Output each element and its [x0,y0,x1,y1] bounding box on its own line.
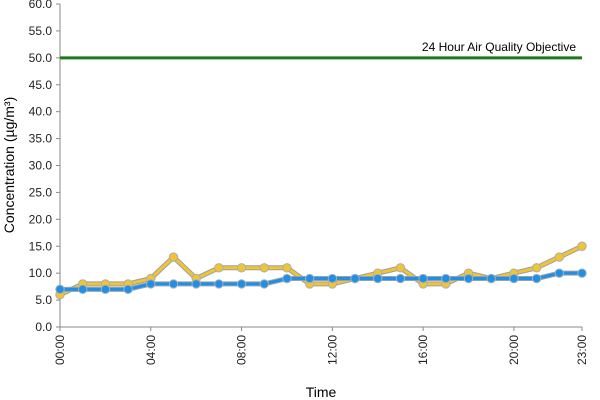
data-point [418,273,428,284]
y-tick-label: 30.0 [29,159,53,173]
data-point [236,279,247,289]
x-tick-label: 23:00 [575,335,589,365]
data-point [441,273,451,284]
data-point [191,279,201,289]
data-point [77,284,88,295]
series-group [55,241,587,300]
data-point [531,263,542,273]
reference-line-label: 24 Hour Air Quality Objective [422,40,576,54]
data-point [282,263,292,273]
data-point [168,279,179,289]
y-tick-label: 5.0 [35,293,52,307]
y-tick-label: 35.0 [29,132,53,146]
data-point [259,263,269,273]
y-tick-label: 15.0 [29,239,53,253]
data-point [554,252,565,262]
data-point [236,263,247,273]
y-tick-label: 20.0 [29,212,53,226]
data-point [350,273,360,284]
data-point [395,263,406,273]
data-point [100,284,111,295]
data-point [486,273,496,284]
x-tick-label: 12:00 [325,335,339,365]
data-point [168,252,179,262]
data-point [146,279,156,289]
x-axis-title: Time [306,384,337,400]
y-tick-label: 55.0 [29,24,53,38]
data-point [282,273,292,284]
y-tick-label: 60.0 [29,0,53,11]
data-point [395,273,406,284]
y-tick-label: 10.0 [29,266,53,280]
x-tick-label: 04:00 [144,335,158,365]
data-point [214,263,224,273]
data-point [304,273,315,284]
y-ticks: 0.0 5.0 10.0 15.0 20.0 25.0 30.0 35.0 40.0 45.0 50… [29,0,60,334]
y-axis-title: Concentration (µg/m³) [1,97,17,233]
data-point [531,273,542,284]
y-tick-label: 0.0 [35,320,52,334]
y-tick-label: 25.0 [29,185,53,199]
data-point [123,284,133,295]
reference-line-group: 24 Hour Air Quality Objective [60,40,582,60]
x-tick-label: 16:00 [416,335,430,365]
y-tick-label: 45.0 [29,78,53,92]
data-point [373,273,383,284]
data-point [509,273,519,284]
data-point [55,284,65,295]
data-point [554,268,565,278]
data-point [259,279,269,289]
data-point [327,273,338,284]
data-point [577,241,587,251]
y-tick-label: 50.0 [29,51,53,65]
data-point [214,279,224,289]
y-tick-label: 40.0 [29,105,53,119]
data-point [577,268,587,278]
x-tick-label: 00:00 [53,335,67,365]
x-tick-label: 20:00 [507,335,521,365]
data-point [463,273,474,284]
x-tick-label: 08:00 [235,335,249,365]
x-ticks: 00:00 04:00 08:00 12:00 16:00 20:00 23:00 [53,327,589,365]
